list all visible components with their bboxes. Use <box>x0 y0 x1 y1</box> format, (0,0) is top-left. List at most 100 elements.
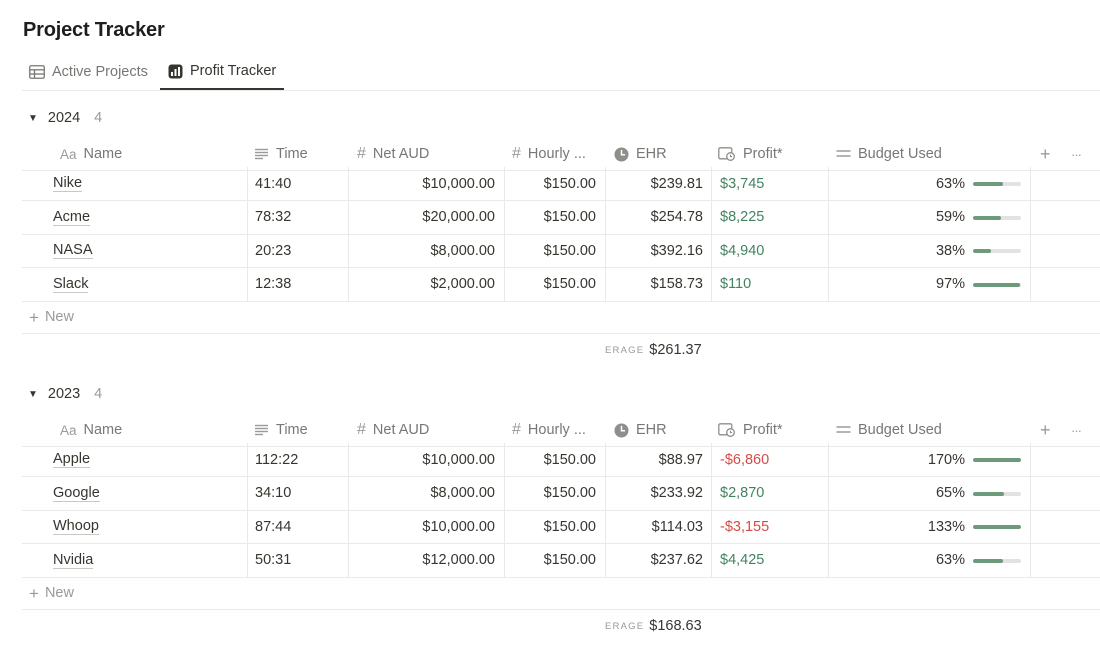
caret-down-icon[interactable]: ▼ <box>28 112 38 124</box>
tab-profit-tracker[interactable]: Profit Tracker <box>160 54 285 90</box>
cell-time[interactable]: 87:44 <box>255 518 292 535</box>
column-header-time[interactable]: Time <box>254 138 308 170</box>
cell-hourly[interactable]: $150.00 <box>543 175 596 192</box>
cell-hourly[interactable]: $150.00 <box>543 209 596 225</box>
cell-time[interactable]: 112:22 <box>255 451 299 468</box>
column-header-name[interactable]: Aa Name <box>60 138 122 170</box>
column-header-time[interactable]: Time <box>254 414 308 446</box>
project-name[interactable]: Acme <box>53 208 91 226</box>
cell-budget-used[interactable]: 59% <box>935 209 965 225</box>
new-row-button[interactable]: + New <box>22 301 1100 334</box>
cell-net-aud[interactable]: $8,000.00 <box>430 485 495 501</box>
cell-budget-used[interactable]: 170% <box>927 451 965 468</box>
table-row[interactable]: Apple 112:22 $10,000.00 $150.00 $88.97 -$6,86… <box>22 443 1100 477</box>
project-name[interactable]: Slack <box>53 275 89 293</box>
cell-ehr[interactable]: $88.97 <box>658 451 703 468</box>
cell-hourly[interactable]: $150.00 <box>543 485 596 501</box>
project-name[interactable]: Google <box>53 484 100 502</box>
cell-profit[interactable]: $2,870 <box>720 485 765 501</box>
group-header[interactable]: ▼ 2023 4 <box>22 380 102 408</box>
cell-time[interactable]: 50:31 <box>255 552 292 568</box>
cell-profit[interactable]: -$6,860 <box>720 451 770 468</box>
project-name[interactable]: Nvidia <box>53 551 94 569</box>
cell-hourly[interactable]: $150.00 <box>543 552 596 568</box>
cell-budget-used[interactable]: 133% <box>927 518 965 535</box>
cell-budget-used[interactable]: 65% <box>935 485 965 501</box>
cell-time[interactable]: 12:38 <box>255 276 292 292</box>
cell-name[interactable]: Slack <box>53 268 89 301</box>
cell-hourly[interactable]: $150.00 <box>543 242 596 259</box>
cell-ehr[interactable]: $114.03 <box>651 518 703 535</box>
cell-time[interactable]: 41:40 <box>255 175 292 192</box>
cell-budget-used[interactable]: 97% <box>935 276 965 292</box>
caret-down-icon[interactable]: ▼ <box>28 388 38 400</box>
cell-name[interactable]: NASA <box>53 234 93 267</box>
cell-time[interactable]: 34:10 <box>255 485 292 501</box>
cell-net-aud[interactable]: $2,000.00 <box>430 276 495 292</box>
column-header-ehr[interactable]: EHR <box>614 414 667 446</box>
cell-budget-used[interactable]: 63% <box>935 552 965 568</box>
cell-ehr[interactable]: $158.73 <box>650 276 703 292</box>
cell-name[interactable]: Nike <box>53 167 83 200</box>
column-header-profit[interactable]: Profit* <box>718 138 783 170</box>
column-header-name[interactable]: Aa Name <box>60 414 122 446</box>
table-row[interactable]: Nike 41:40 $10,000.00 $150.00 $239.81 $3,745 6… <box>22 167 1100 201</box>
column-header-net[interactable]: # Net AUD <box>357 414 429 446</box>
cell-name[interactable]: Acme <box>53 201 91 234</box>
project-name[interactable]: Nike <box>53 175 83 192</box>
project-name[interactable]: NASA <box>53 242 93 259</box>
new-row-button[interactable]: + New <box>22 577 1100 610</box>
column-header-net[interactable]: # Net AUD <box>357 138 429 170</box>
cell-profit[interactable]: $110 <box>720 276 752 292</box>
more-options-button[interactable]: ··· <box>1071 414 1082 446</box>
cell-net-aud[interactable]: $12,000.00 <box>422 552 495 568</box>
project-name[interactable]: Whoop <box>53 518 99 535</box>
cell-hourly[interactable]: $150.00 <box>543 276 596 292</box>
cell-profit[interactable]: $3,745 <box>720 175 765 192</box>
add-property-button[interactable]: + <box>1040 414 1051 446</box>
cell-ehr[interactable]: $254.78 <box>650 209 703 225</box>
cell-ehr[interactable]: $233.92 <box>650 485 703 501</box>
cell-ehr[interactable]: $392.16 <box>650 242 703 259</box>
cell-hourly[interactable]: $150.00 <box>543 451 596 468</box>
cell-ehr[interactable]: $237.62 <box>650 552 703 568</box>
table-row[interactable]: Whoop 87:44 $10,000.00 $150.00 $114.03 -$3,15… <box>22 510 1100 544</box>
cell-time[interactable]: 78:32 <box>255 209 292 225</box>
cell-name[interactable]: Whoop <box>53 510 99 543</box>
table-row[interactable]: Google 34:10 $8,000.00 $150.00 $233.92 $2,870… <box>22 476 1100 511</box>
average-calculation[interactable]: ERAGE $261.37 <box>605 334 702 366</box>
group-header[interactable]: ▼ 2024 4 <box>22 104 102 132</box>
cell-ehr[interactable]: $239.81 <box>650 175 703 192</box>
column-header-profit[interactable]: Profit* <box>718 414 783 446</box>
cell-net-aud[interactable]: $10,000.00 <box>422 175 495 192</box>
cell-profit[interactable]: $4,425 <box>720 552 765 568</box>
cell-time[interactable]: 20:23 <box>255 242 292 259</box>
cell-name[interactable]: Google <box>53 477 100 510</box>
average-calculation[interactable]: ERAGE $168.63 <box>605 610 702 642</box>
more-options-button[interactable]: ··· <box>1071 138 1082 170</box>
cell-net-aud[interactable]: $10,000.00 <box>422 451 495 468</box>
column-header-hourly[interactable]: # Hourly ... <box>512 414 586 446</box>
cell-net-aud[interactable]: $8,000.00 <box>430 242 495 259</box>
cell-net-aud[interactable]: $20,000.00 <box>422 209 495 225</box>
tab-active-projects[interactable]: Active Projects <box>29 54 148 89</box>
cell-name[interactable]: Apple <box>53 443 91 476</box>
column-header-budget[interactable]: Budget Used <box>836 138 942 170</box>
table-row[interactable]: Nvidia 50:31 $12,000.00 $150.00 $237.62 $4,42… <box>22 543 1100 578</box>
table-row[interactable]: Acme 78:32 $20,000.00 $150.00 $254.78 $8,225 5… <box>22 200 1100 235</box>
project-name[interactable]: Apple <box>53 451 91 468</box>
column-header-budget[interactable]: Budget Used <box>836 414 942 446</box>
cell-budget-used[interactable]: 63% <box>935 175 965 192</box>
cell-profit[interactable]: $8,225 <box>720 209 765 225</box>
table-row[interactable]: Slack 12:38 $2,000.00 $150.00 $158.73 $110 97% <box>22 267 1100 302</box>
add-property-button[interactable]: + <box>1040 138 1051 170</box>
cell-budget-used[interactable]: 38% <box>935 242 965 259</box>
column-header-hourly[interactable]: # Hourly ... <box>512 138 586 170</box>
column-header-ehr[interactable]: EHR <box>614 138 667 170</box>
cell-profit[interactable]: $4,940 <box>720 242 765 259</box>
cell-hourly[interactable]: $150.00 <box>543 518 596 535</box>
cell-name[interactable]: Nvidia <box>53 544 94 577</box>
cell-profit[interactable]: -$3,155 <box>720 518 770 535</box>
table-row[interactable]: NASA 20:23 $8,000.00 $150.00 $392.16 $4,940 38… <box>22 234 1100 268</box>
cell-net-aud[interactable]: $10,000.00 <box>422 518 495 535</box>
